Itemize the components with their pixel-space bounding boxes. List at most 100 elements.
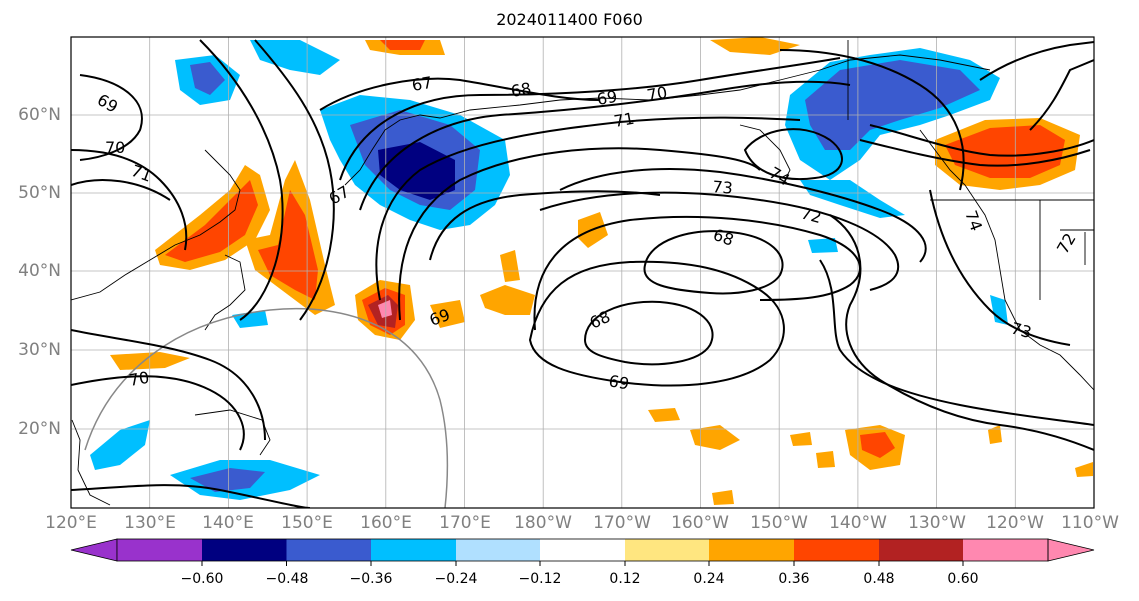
positive-anomaly-region: [648, 408, 680, 422]
longitude-label: 170°W: [593, 513, 651, 533]
colorbar-tick-label: 0.60: [947, 571, 979, 587]
latitude-label: 50°N: [18, 183, 61, 203]
contour-line: [398, 147, 761, 321]
contour-line: [339, 57, 841, 181]
contour-line: [71, 329, 266, 441]
positive-anomaly-region: [480, 285, 535, 315]
contour-line: [859, 139, 1091, 167]
colorbar-swatch: [286, 539, 371, 561]
contour-line: [319, 77, 601, 111]
contour-label: 70: [645, 83, 668, 105]
colorbar-extend-high: [1047, 538, 1095, 562]
positive-anomaly-region: [500, 250, 520, 282]
contour-line: [743, 128, 843, 181]
negative-anomaly-region: [90, 420, 150, 470]
contour-line: [254, 39, 335, 321]
contour-line: [869, 124, 1094, 157]
map-plot-area: 69 70 71 67 68 69 70 71 67 74 73 72 68 6…: [71, 37, 1094, 508]
colorbar-tick-label: −0.12: [518, 571, 562, 587]
colorbar-tick-label: 0.12: [609, 571, 641, 587]
contour-label: 69: [607, 371, 630, 393]
longitude-label: 160°E: [360, 513, 412, 533]
negative-anomaly-region: [190, 62, 225, 95]
contour-line: [429, 190, 661, 261]
contour-line: [1029, 59, 1094, 131]
colorbar-tick-label: −0.36: [349, 571, 393, 587]
negative-anomaly-region: [250, 40, 340, 75]
latitude-label: 60°N: [18, 105, 61, 125]
latitude-label: 30°N: [18, 340, 61, 360]
contour-label: 72: [799, 204, 824, 228]
great-circle-arc: [84, 307, 449, 508]
longitude-label: 130°W: [908, 513, 966, 533]
positive-anomaly-region: [712, 490, 734, 505]
contour-line: [199, 39, 284, 321]
height-contours: [71, 39, 1094, 508]
colorbar-swatch: [202, 539, 287, 561]
colorbar-tick-label: 0.36: [778, 571, 810, 587]
contour-labels: 69 70 71 67 68 69 70 71 67 74 73 72 68 6…: [94, 73, 1080, 394]
colorbar-extend-low: [70, 538, 118, 562]
positive-anomaly-region: [816, 451, 835, 468]
colorbar-swatch: [117, 539, 202, 561]
contour-line: [375, 116, 801, 301]
longitude-label: 150°W: [750, 513, 808, 533]
contour-line: [539, 191, 900, 291]
contour-line: [71, 375, 245, 451]
positive-anomaly-region: [710, 37, 800, 55]
contour-label: 70: [127, 368, 150, 390]
colorbar-swatch: [540, 539, 625, 561]
contour-line: [819, 259, 1094, 426]
contour-line: [829, 214, 1094, 451]
negative-anomaly-region: [190, 468, 265, 492]
longitude-label: 140°E: [202, 513, 254, 533]
contour-line: [71, 179, 171, 201]
contour-line: [79, 74, 143, 161]
longitude-label: 170°E: [439, 513, 491, 533]
contour-label: 67: [410, 73, 433, 95]
positive-anomaly-region: [378, 300, 392, 318]
contour-line: [929, 189, 1071, 346]
longitude-label: 130°E: [124, 513, 176, 533]
positive-anomaly-region: [988, 425, 1002, 444]
colorbar-tick-label: −0.24: [434, 571, 478, 587]
negative-anomaly-region: [808, 238, 838, 253]
positive-anomaly-region: [790, 432, 812, 446]
colorbar: [70, 538, 1095, 566]
contour-line: [583, 300, 714, 366]
contour-label: 68: [509, 79, 532, 101]
contour-line: [643, 230, 784, 295]
positive-anomaly-region: [860, 432, 895, 458]
contour-line: [979, 41, 1094, 81]
longitude-label: 120°W: [986, 513, 1044, 533]
positive-anomaly-region: [1075, 462, 1093, 477]
positive-anomaly-region: [380, 40, 425, 50]
negative-anomaly-region: [990, 295, 1008, 325]
contour-label: 73: [1009, 319, 1034, 343]
colorbar-swatch: [371, 539, 456, 561]
negative-anomaly-region: [378, 142, 455, 200]
colorbar-swatch: [879, 539, 963, 561]
contour-line: [779, 49, 965, 191]
contour-line: [559, 168, 927, 263]
latitude-label: 20°N: [18, 419, 61, 439]
colorbar-tick-label: 0.48: [863, 571, 895, 587]
longitude-label: 160°W: [671, 513, 729, 533]
longitude-label: 120°E: [45, 513, 97, 533]
colorbar-swatch: [625, 539, 709, 561]
contour-line: [359, 80, 851, 211]
colorbar-tick-label: −0.48: [265, 571, 309, 587]
longitude-label: 110°W: [1061, 513, 1119, 533]
contour-label: 71: [612, 109, 635, 131]
contour-line: [71, 484, 311, 508]
colorbar-swatch: [456, 539, 540, 561]
map-title: 2024011400 F060: [496, 10, 643, 29]
positive-anomaly-region: [690, 425, 740, 450]
contour-line: [533, 215, 861, 331]
colorbar-swatch: [709, 539, 794, 561]
longitude-label: 140°W: [829, 513, 887, 533]
positive-anomaly-region: [165, 180, 258, 262]
contour-label: 70: [105, 138, 125, 157]
latitude-label: 40°N: [18, 261, 61, 281]
longitude-label: 180°W: [514, 513, 572, 533]
